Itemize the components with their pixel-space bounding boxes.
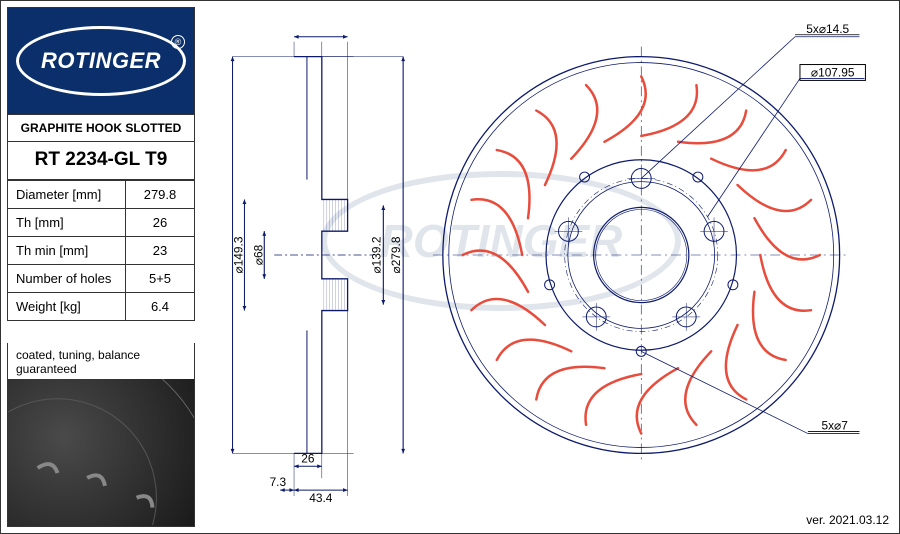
product-notes: coated, tuning, balance guaranteed (7, 343, 195, 382)
spec-value: 23 (126, 237, 195, 265)
version-label: ver. 2021.03.12 (806, 513, 889, 527)
svg-text:⌀149.3: ⌀149.3 (231, 236, 245, 273)
svg-text:5x⌀7: 5x⌀7 (822, 419, 849, 433)
spec-row: Number of holes5+5 (8, 265, 195, 293)
spec-label: Diameter [mm] (8, 181, 126, 209)
spec-value: 6.4 (126, 293, 195, 321)
spec-row: Th min [mm]23 (8, 237, 195, 265)
svg-text:7.3: 7.3 (270, 475, 287, 489)
svg-text:⌀279.8: ⌀279.8 (389, 236, 403, 273)
spec-label: Weight [kg] (8, 293, 126, 321)
brand-name: ROTINGER (41, 48, 161, 74)
spec-table: Diameter [mm]279.8Th [mm]26Th min [mm]23… (7, 180, 195, 321)
spec-value: 279.8 (126, 181, 195, 209)
spec-label: Th [mm] (8, 209, 126, 237)
part-number: RT 2234-GL T9 (7, 141, 195, 180)
svg-text:5x⌀14.5: 5x⌀14.5 (806, 22, 849, 36)
technical-drawing: ⌀149.3 ⌀68 ⌀139.2 ⌀279.8 26 7.3 43.4 5x⌀14.5 ⌀10… (201, 7, 893, 503)
spec-row: Th [mm]26 (8, 209, 195, 237)
svg-text:⌀68: ⌀68 (251, 244, 265, 265)
product-thumbnail (7, 379, 195, 527)
svg-text:26: 26 (301, 451, 315, 465)
svg-text:⌀139.2: ⌀139.2 (369, 236, 383, 273)
spec-value: 26 (126, 209, 195, 237)
brand-logo: ROTINGER ® (7, 7, 195, 115)
spec-row: Diameter [mm]279.8 (8, 181, 195, 209)
spec-label: Th min [mm] (8, 237, 126, 265)
svg-text:⌀107.95: ⌀107.95 (811, 65, 855, 79)
spec-value: 5+5 (126, 265, 195, 293)
svg-text:43.4: 43.4 (309, 491, 333, 503)
spec-label: Number of holes (8, 265, 126, 293)
product-subtitle: GRAPHITE HOOK SLOTTED (7, 115, 195, 142)
spec-row: Weight [kg]6.4 (8, 293, 195, 321)
